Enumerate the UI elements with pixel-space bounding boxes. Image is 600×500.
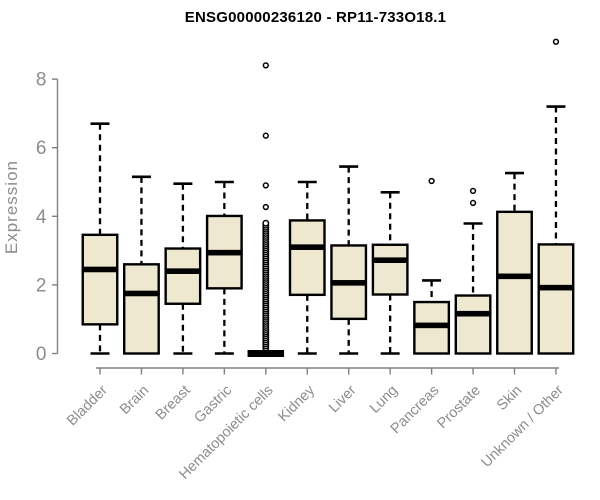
median-line (289, 244, 326, 250)
x-tick-label: Breast (153, 383, 194, 424)
median-line (537, 284, 575, 291)
median-line (81, 266, 119, 273)
median-line (496, 273, 533, 280)
outlier-point (469, 199, 477, 207)
box-iqr (288, 219, 326, 297)
median-line (330, 280, 367, 286)
median-line (206, 249, 243, 256)
box-iqr (537, 243, 575, 355)
x-tick-label: Bladder (64, 382, 111, 429)
median-line (454, 310, 492, 317)
outlier-point (262, 203, 269, 211)
chart-title: ENSG00000236120 - RP11-733O18.1 (184, 9, 447, 26)
outlier-point (262, 62, 269, 69)
x-tick-label: Lung (367, 383, 401, 417)
box-iqr (371, 243, 409, 296)
box-iqr (496, 210, 533, 355)
x-tick-label: Skin (494, 383, 525, 414)
outlier-point (428, 177, 435, 185)
y-tick-label: 8 (36, 70, 47, 91)
x-tick-label: Prostate (434, 383, 483, 432)
box-iqr (81, 233, 119, 326)
box-iqr (164, 247, 202, 305)
median-line (123, 290, 160, 297)
median-line (413, 322, 450, 329)
y-tick-label: 2 (36, 275, 47, 296)
median-line (371, 257, 409, 264)
box-iqr (122, 263, 160, 355)
y-tick-label: 4 (36, 207, 47, 228)
x-tick-label: Liver (326, 382, 360, 416)
outlier-point (552, 38, 560, 45)
box-iqr (454, 294, 492, 355)
median-line (164, 268, 202, 274)
collapsed-box-median (247, 350, 285, 357)
x-tick-label: Kidney (275, 382, 318, 425)
outlier-point (262, 182, 269, 189)
outlier-point (262, 219, 270, 227)
outlier-point (469, 187, 477, 195)
y-tick-label: 6 (36, 138, 47, 159)
x-tick-label: Brain (117, 383, 152, 418)
outlier-point (262, 132, 269, 139)
y-tick-label: 0 (36, 344, 47, 365)
